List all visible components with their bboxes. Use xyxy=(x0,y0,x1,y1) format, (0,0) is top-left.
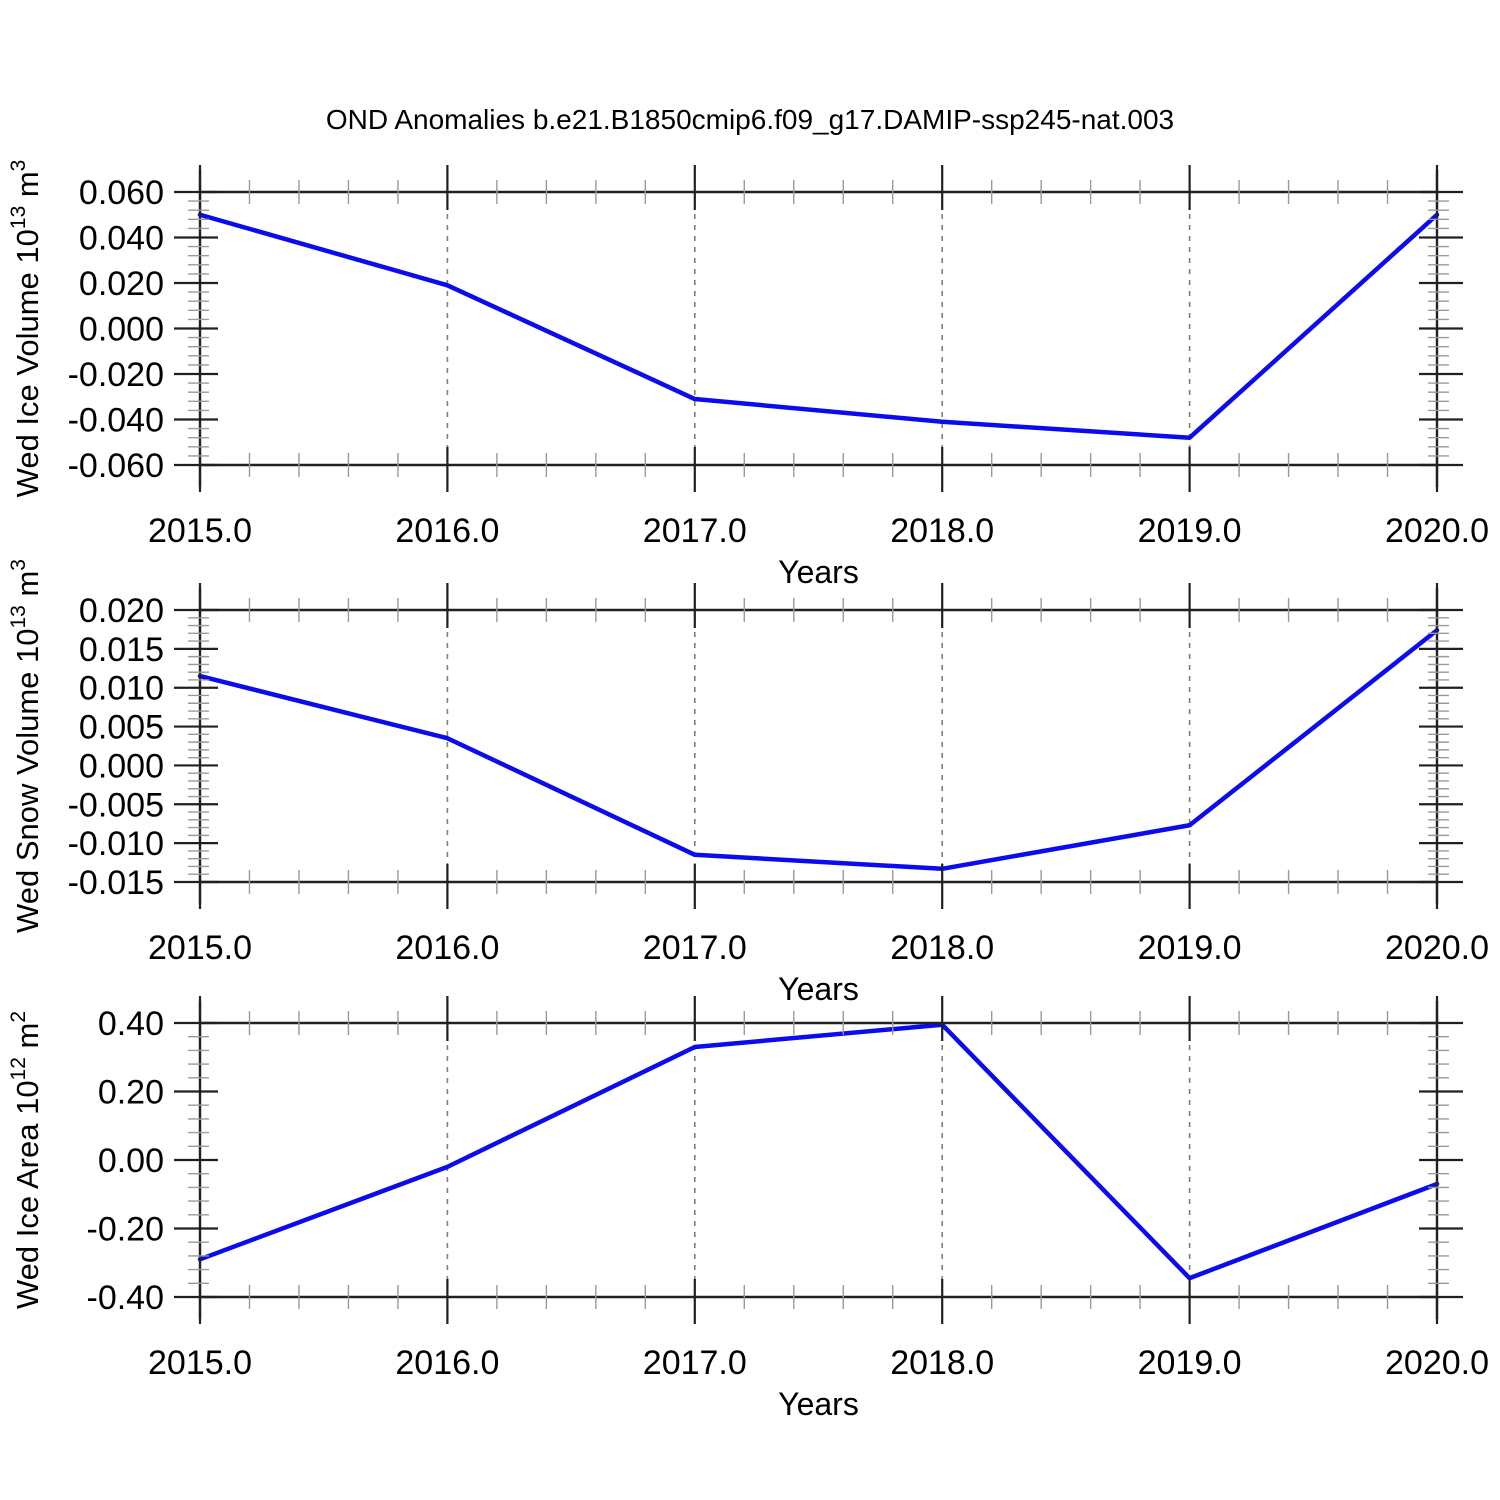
x-ticks xyxy=(198,583,1439,909)
x-tick-label: 2015.0 xyxy=(148,1344,252,1382)
y-tick-label: -0.015 xyxy=(68,864,164,902)
y-tick-label: 0.40 xyxy=(98,1005,164,1043)
y-tick-labels: 0.40 0.20 0.00 -0.20 -0.40 xyxy=(87,1005,165,1317)
y-tick-label: 0.010 xyxy=(79,670,164,708)
x-tick-label: 2020.0 xyxy=(1385,512,1489,550)
dashed-gridlines xyxy=(446,1023,1191,1297)
y-tick-label: -0.020 xyxy=(68,356,164,394)
x-tick-label: 2019.0 xyxy=(1138,929,1242,967)
x-tick-label: 2016.0 xyxy=(395,1344,499,1382)
wed-ice-area-line xyxy=(197,1022,1440,1281)
axes-frame xyxy=(198,588,1439,904)
dashed-gridlines xyxy=(446,192,1191,465)
y-tick-label: -0.005 xyxy=(68,786,164,824)
chart-title: OND Anomalies b.e21.B1850cmip6.f09_g17.D… xyxy=(325,104,1175,135)
y-ticks xyxy=(174,190,1463,467)
y-ticks xyxy=(174,608,1463,884)
y-tick-label: -0.20 xyxy=(87,1211,165,1249)
x-tick-label: 2020.0 xyxy=(1385,929,1489,967)
x-axis-title: Years xyxy=(778,554,859,590)
y-axis-title: Wed Ice Volume 1013 m3 xyxy=(7,160,45,498)
x-ticks xyxy=(198,165,1439,492)
x-tick-label: 2020.0 xyxy=(1385,1344,1489,1382)
x-tick-label: 2018.0 xyxy=(890,1344,994,1382)
wed-snow-volume-line xyxy=(197,627,1440,872)
axes-frame xyxy=(198,170,1439,487)
y-tick-label: -0.010 xyxy=(68,825,164,863)
x-tick-label: 2019.0 xyxy=(1138,512,1242,550)
y-tick-label: -0.40 xyxy=(87,1279,165,1317)
x-tick-label: 2018.0 xyxy=(890,512,994,550)
x-tick-label: 2017.0 xyxy=(643,929,747,967)
panel-wed-ice-area: 0.40 0.20 0.00 -0.20 -0.40 2015.0 2016.0 2017.0… xyxy=(7,996,1489,1422)
dashed-gridlines xyxy=(446,610,1191,882)
wed-ice-volume-line xyxy=(197,212,1440,440)
y-tick-label: -0.040 xyxy=(68,402,164,440)
y-tick-label: 0.020 xyxy=(79,592,164,630)
panel-wed-ice-volume: 0.060 0.040 0.020 0.000 -0.020 -0.040 -0.060 20… xyxy=(7,160,1489,590)
y-tick-label: 0.000 xyxy=(79,311,164,349)
x-ticks xyxy=(198,996,1439,1324)
y-ticks xyxy=(174,1021,1463,1299)
axes-frame xyxy=(198,1001,1439,1319)
x-tick-labels: 2015.0 2016.0 2017.0 2018.0 2019.0 2020.0 xyxy=(148,512,1489,550)
y-tick-label: 0.00 xyxy=(98,1142,164,1180)
panel-wed-snow-volume: 0.0200.0150.0100.0050.000-0.005-0.010-0.… xyxy=(7,559,1489,1007)
x-tick-label: 2016.0 xyxy=(395,929,499,967)
x-tick-label: 2015.0 xyxy=(148,929,252,967)
y-tick-label: 0.040 xyxy=(79,220,164,258)
x-tick-label: 2019.0 xyxy=(1138,1344,1242,1382)
x-axis-title: Years xyxy=(778,1386,859,1422)
y-tick-label: 0.015 xyxy=(79,631,164,669)
x-tick-label: 2017.0 xyxy=(643,1344,747,1382)
y-tick-labels: 0.060 0.040 0.020 0.000 -0.020 -0.040 -0.060 xyxy=(68,174,164,485)
x-tick-label: 2015.0 xyxy=(148,512,252,550)
x-tick-label: 2018.0 xyxy=(890,929,994,967)
y-tick-label: 0.005 xyxy=(79,709,164,747)
y-tick-label: 0.20 xyxy=(98,1074,164,1112)
x-tick-labels: 2015.0 2016.0 2017.0 2018.0 2019.0 2020.0 xyxy=(148,1344,1489,1382)
x-tick-label: 2016.0 xyxy=(395,512,499,550)
y-tick-label: 0.000 xyxy=(79,747,164,785)
y-tick-label: 0.060 xyxy=(79,174,164,212)
y-tick-labels: 0.0200.0150.0100.0050.000-0.005-0.010-0.… xyxy=(68,592,164,902)
x-tick-label: 2017.0 xyxy=(643,512,747,550)
x-tick-labels: 2015.0 2016.0 2017.0 2018.0 2019.0 2020.0 xyxy=(148,929,1489,967)
y-axis-title: Wed Ice Area 1012 m2 xyxy=(7,1011,45,1309)
x-axis-title: Years xyxy=(778,971,859,1007)
y-tick-label: -0.060 xyxy=(68,447,164,485)
y-tick-label: 0.020 xyxy=(79,265,164,303)
y-axis-title: Wed Snow Volume 1013 m3 xyxy=(7,559,45,933)
